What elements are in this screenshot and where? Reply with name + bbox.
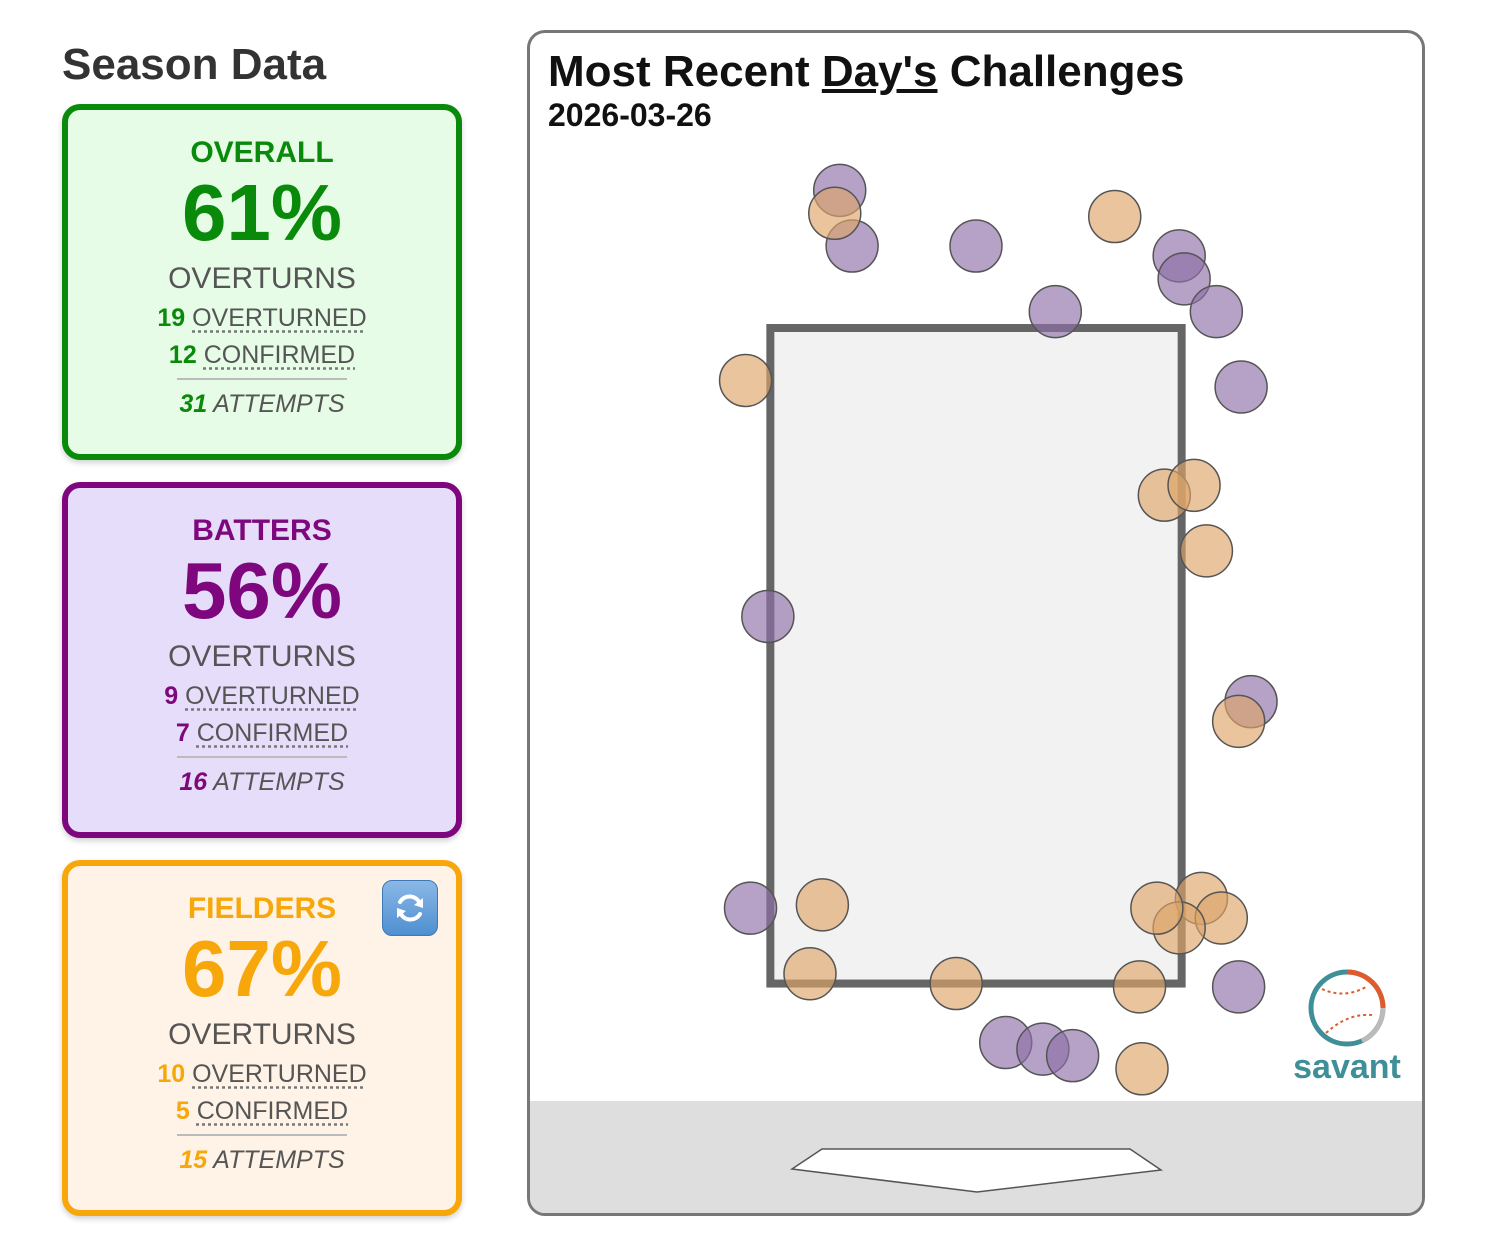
overall-label: OVERALL xyxy=(68,136,456,170)
batters-confirmed-count: 7 xyxy=(176,719,190,747)
panel-title: Most Recent Day's Challenges xyxy=(548,47,1184,97)
batters-attempts-row: 16 ATTEMPTS xyxy=(68,768,456,797)
batters-overturned-count: 9 xyxy=(164,682,178,710)
batter-challenge-point[interactable] xyxy=(950,220,1002,272)
fielder-challenge-point[interactable] xyxy=(796,879,848,931)
batters-card: BATTERS 56% OVERTURNS 9 OVERTURNED 7 CON… xyxy=(62,482,462,838)
fielders-card: FIELDERS 67% OVERTURNS 10 OVERTURNED 5 C… xyxy=(62,860,462,1216)
batters-overturned-link[interactable]: OVERTURNED xyxy=(185,682,360,710)
batters-attempts-count: 16 xyxy=(179,768,207,796)
fielder-challenge-point[interactable] xyxy=(1114,961,1166,1013)
overall-overturned-row[interactable]: 19 OVERTURNED xyxy=(68,304,456,333)
panel-date: 2026-03-26 xyxy=(548,97,712,134)
fielder-challenge-point[interactable] xyxy=(1168,459,1220,511)
batters-confirmed-link[interactable]: CONFIRMED xyxy=(197,719,348,747)
fielders-overturned-row[interactable]: 10 OVERTURNED xyxy=(68,1060,456,1089)
fielders-overturned-link[interactable]: OVERTURNED xyxy=(192,1060,367,1088)
batter-challenge-point[interactable] xyxy=(1029,286,1081,338)
panel-title-day-link[interactable]: Day's xyxy=(822,47,938,96)
batters-overturned-row[interactable]: 9 OVERTURNED xyxy=(68,682,456,711)
fielders-percentage: 67% xyxy=(68,928,456,1010)
batter-challenge-point[interactable] xyxy=(1213,961,1265,1013)
fielder-challenge-point[interactable] xyxy=(720,354,772,406)
batter-challenge-point[interactable] xyxy=(1190,286,1242,338)
baseball-icon xyxy=(1306,967,1388,1049)
panel-title-pre: Most Recent xyxy=(548,47,822,96)
challenges-panel: Most Recent Day's Challenges 2026-03-26 … xyxy=(527,30,1425,1216)
fielders-confirmed-link[interactable]: CONFIRMED xyxy=(197,1097,348,1125)
overall-overturns-label: OVERTURNS xyxy=(68,262,456,296)
batter-challenge-point[interactable] xyxy=(725,882,777,934)
fielder-challenge-point[interactable] xyxy=(1213,695,1265,747)
batters-percentage: 56% xyxy=(68,550,456,632)
batter-challenge-point[interactable] xyxy=(742,590,794,642)
season-data-title: Season Data xyxy=(62,40,326,90)
batter-challenge-point[interactable] xyxy=(1047,1030,1099,1082)
batters-overturns-label: OVERTURNS xyxy=(68,640,456,674)
fielder-challenge-point[interactable] xyxy=(1089,191,1141,243)
fielders-overturned-count: 10 xyxy=(157,1060,185,1088)
fielders-attempts-row: 15 ATTEMPTS xyxy=(68,1146,456,1175)
batters-attempts-label: ATTEMPTS xyxy=(213,768,344,796)
batters-confirmed-row[interactable]: 7 CONFIRMED xyxy=(68,719,456,748)
overall-attempts-row: 31 ATTEMPTS xyxy=(68,390,456,419)
refresh-button[interactable] xyxy=(382,880,438,936)
fielders-confirmed-row[interactable]: 5 CONFIRMED xyxy=(68,1097,456,1126)
overall-confirmed-count: 12 xyxy=(169,341,197,369)
overall-attempts-label: ATTEMPTS xyxy=(213,390,344,418)
overall-overturned-count: 19 xyxy=(157,304,185,332)
panel-title-post: Challenges xyxy=(937,47,1184,96)
fielder-challenge-point[interactable] xyxy=(1116,1043,1168,1095)
batters-label: BATTERS xyxy=(68,514,456,548)
overall-divider xyxy=(177,378,347,380)
batter-challenge-point[interactable] xyxy=(1215,361,1267,413)
overall-overturned-link[interactable]: OVERTURNED xyxy=(192,304,367,332)
savant-logo-text: savant xyxy=(1292,1048,1402,1087)
fielders-overturns-label: OVERTURNS xyxy=(68,1018,456,1052)
fielders-attempts-count: 15 xyxy=(179,1146,207,1174)
fielders-divider xyxy=(177,1134,347,1136)
savant-logo[interactable]: savant xyxy=(1292,967,1402,1087)
batters-divider xyxy=(177,756,347,758)
fielder-challenge-point[interactable] xyxy=(784,948,836,1000)
refresh-icon xyxy=(390,888,430,928)
home-plate xyxy=(792,1149,1161,1192)
fielder-challenge-point[interactable] xyxy=(1131,882,1183,934)
fielders-attempts-label: ATTEMPTS xyxy=(213,1146,344,1174)
fielder-challenge-point[interactable] xyxy=(1180,525,1232,577)
overall-card: OVERALL 61% OVERTURNS 19 OVERTURNED 12 C… xyxy=(62,104,462,460)
pitch-location-plot xyxy=(530,33,1422,1213)
fielders-confirmed-count: 5 xyxy=(176,1097,190,1125)
overall-confirmed-row[interactable]: 12 CONFIRMED xyxy=(68,341,456,370)
fielder-challenge-point[interactable] xyxy=(930,958,982,1010)
overall-attempts-count: 31 xyxy=(179,390,207,418)
overall-confirmed-link[interactable]: CONFIRMED xyxy=(204,341,355,369)
overall-percentage: 61% xyxy=(68,172,456,254)
fielder-challenge-point[interactable] xyxy=(809,187,861,239)
